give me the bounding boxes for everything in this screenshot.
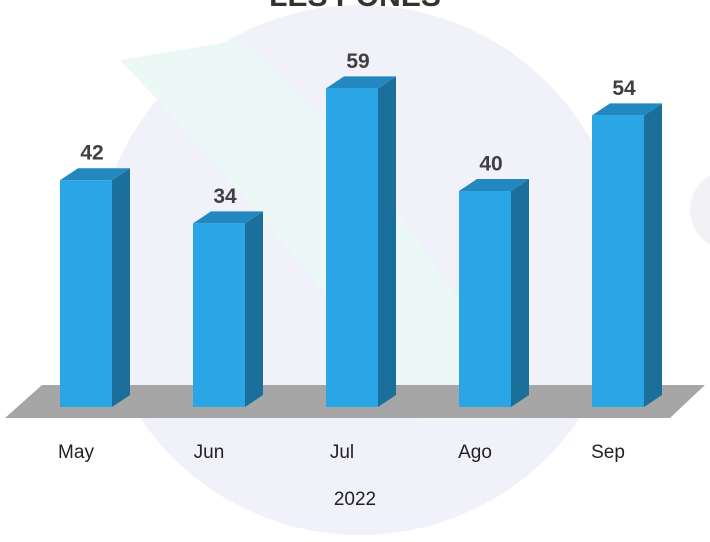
- bar-top: [592, 103, 662, 116]
- data-label: 59: [346, 50, 369, 73]
- bar: [326, 88, 378, 408]
- bar: [193, 223, 245, 407]
- bar-top: [326, 76, 396, 89]
- x-tick-label: Jul: [330, 442, 354, 463]
- bar-top: [60, 168, 130, 181]
- chart-title: LES PONES: [269, 0, 441, 13]
- bar-side: [644, 103, 662, 408]
- x-tick-label: May: [58, 442, 94, 463]
- bar-side: [112, 168, 130, 407]
- x-axis-label: 2022: [334, 489, 376, 510]
- bar-top: [193, 211, 263, 224]
- data-label: 42: [80, 142, 103, 165]
- bar: [592, 115, 644, 408]
- bar-top: [459, 179, 529, 191]
- x-tick-label: Ago: [458, 442, 492, 463]
- data-label: 34: [213, 185, 237, 208]
- x-tick-label: Sep: [591, 442, 625, 463]
- bar-side: [378, 76, 396, 408]
- x-tick-label: Jun: [194, 442, 225, 463]
- bar-side: [245, 211, 263, 407]
- data-label: 40: [479, 153, 502, 176]
- bar-side: [511, 179, 529, 407]
- bar: [60, 180, 112, 407]
- bar: [459, 191, 511, 407]
- data-label: 54: [612, 77, 636, 100]
